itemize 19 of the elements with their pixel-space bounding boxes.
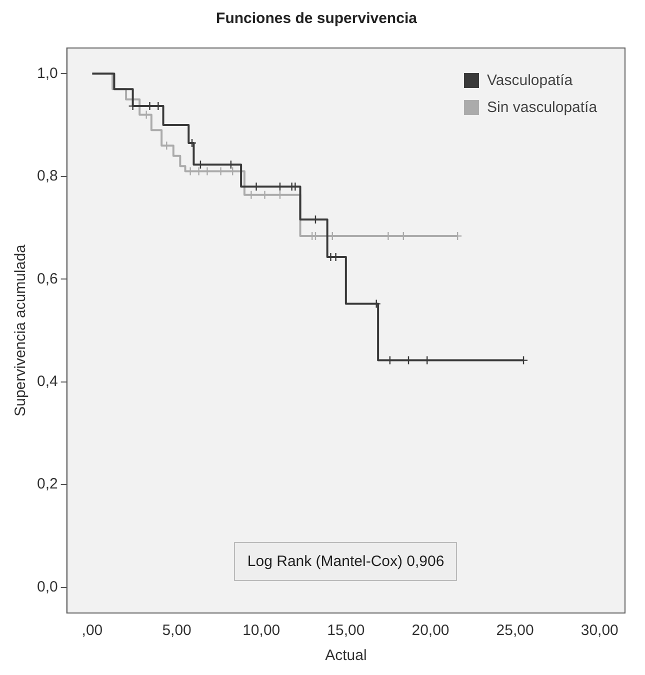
annotation: Log Rank (Mantel-Cox) 0,906: [234, 542, 458, 582]
x-tick-label: 5,00: [162, 622, 192, 640]
x-tick-label: ,00: [82, 622, 103, 640]
x-axis-title: Actual: [325, 647, 367, 664]
y-tick-label: 0,4: [36, 373, 58, 390]
chart-title: Funciones de supervivencia: [216, 10, 418, 28]
legend-label: Vasculopatía: [487, 72, 573, 89]
x-tick-label: 15,00: [327, 622, 365, 640]
legend-label: Sin vasculopatía: [487, 99, 598, 116]
y-tick-label: 1,0: [36, 64, 58, 82]
y-tick-label: 0,0: [36, 578, 58, 596]
y-tick-label: 0,6: [36, 270, 58, 288]
x-tick-label: 20,00: [412, 622, 450, 640]
x-tick-label: 30,00: [580, 622, 618, 640]
x-tick-label: 10,00: [242, 622, 280, 640]
y-tick-label: 0,2: [36, 476, 58, 493]
x-tick-label: 25,00: [496, 622, 534, 640]
y-axis-title: Supervivencia acumulada: [12, 244, 30, 416]
y-tick-label: 0,8: [36, 168, 58, 185]
